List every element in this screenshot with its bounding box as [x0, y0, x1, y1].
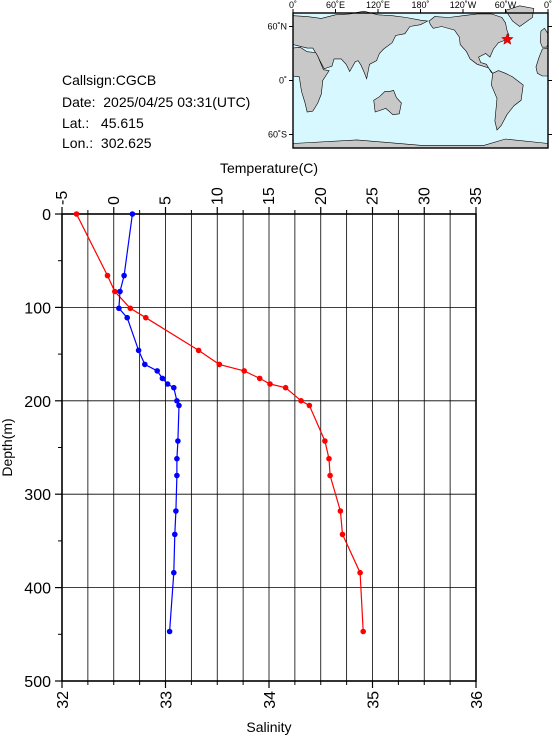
salinity-tick-label: 34 — [262, 691, 279, 709]
salinity-point — [176, 402, 182, 409]
temperature-point — [195, 347, 202, 354]
depth-tick-label: 500 — [24, 674, 51, 691]
salinity-point — [135, 347, 142, 354]
salinity-axis-label: Salinity — [246, 719, 291, 735]
salinity-point — [124, 314, 130, 321]
temperature-point — [360, 628, 367, 635]
temperature-point — [306, 402, 313, 409]
temperature-tick-label: 10 — [209, 187, 226, 205]
date-line: Date: 2025/04/25 03:31(UTC) — [62, 94, 251, 110]
salinity-point — [164, 381, 171, 387]
salinity-tick-label: 32 — [55, 691, 72, 709]
temperature-point — [282, 384, 289, 391]
salinity-point — [172, 531, 178, 538]
temperature-tick-label: 15 — [261, 187, 278, 205]
depth-axis-label: Depth(m) — [0, 418, 15, 476]
temperature-point — [104, 272, 111, 279]
temperature-point — [143, 314, 149, 321]
salinity-point — [173, 508, 179, 514]
temperature-point — [127, 305, 134, 312]
temperature-point — [337, 508, 344, 514]
depth-tick-label: 400 — [24, 581, 51, 598]
salinity-point — [171, 384, 177, 391]
salinity-point — [175, 438, 181, 444]
temperature-point — [357, 569, 363, 576]
temperature-point — [267, 381, 273, 387]
temperature-point — [112, 288, 118, 295]
callsign-line: Callsign:CGCB — [62, 72, 157, 88]
temperature-point — [327, 472, 333, 479]
depth-tick-label: 100 — [24, 300, 51, 317]
depth-tick-label: 300 — [24, 487, 51, 504]
temperature-point — [241, 368, 247, 374]
temperature-point — [326, 455, 332, 462]
temperature-tick-label: -5 — [54, 191, 71, 205]
temperature-profile-line — [75, 213, 364, 632]
salinity-tick-label: 33 — [159, 691, 176, 709]
temperature-axis-label: Temperature(C) — [220, 160, 318, 176]
temperature-point — [298, 398, 304, 404]
salinity-tick-label: 36 — [469, 691, 486, 709]
temperature-point — [73, 211, 80, 217]
salinity-profile-line — [118, 213, 180, 632]
temperature-point — [216, 361, 223, 368]
salinity-point — [154, 368, 160, 374]
salinity-point — [174, 455, 180, 462]
temperature-tick-label: 35 — [468, 187, 485, 205]
lon-line: Lon.: 302.625 — [62, 135, 152, 151]
temperature-tick-label: 5 — [158, 196, 175, 205]
temperature-tick-label: 20 — [313, 187, 330, 205]
salinity-point — [171, 569, 177, 576]
temperature-tick-label: 25 — [365, 187, 382, 205]
temperature-point — [339, 531, 346, 538]
temperature-tick-label: 30 — [416, 187, 433, 205]
temperature-point — [256, 375, 263, 382]
salinity-point — [159, 375, 166, 382]
temperature-point — [322, 438, 328, 444]
salinity-point — [174, 398, 180, 404]
temperature-tick-label: 0 — [106, 196, 123, 205]
depth-tick-label: 0 — [42, 207, 51, 224]
salinity-tick-label: 35 — [366, 691, 383, 709]
lat-line: Lat.: 45.615 — [62, 115, 144, 131]
salinity-point — [129, 211, 136, 217]
salinity-point — [142, 361, 148, 368]
salinity-point — [116, 305, 122, 312]
salinity-point — [117, 288, 123, 295]
depth-tick-label: 200 — [24, 394, 51, 411]
salinity-point — [174, 472, 180, 479]
salinity-point — [121, 272, 127, 279]
salinity-point — [166, 628, 173, 635]
